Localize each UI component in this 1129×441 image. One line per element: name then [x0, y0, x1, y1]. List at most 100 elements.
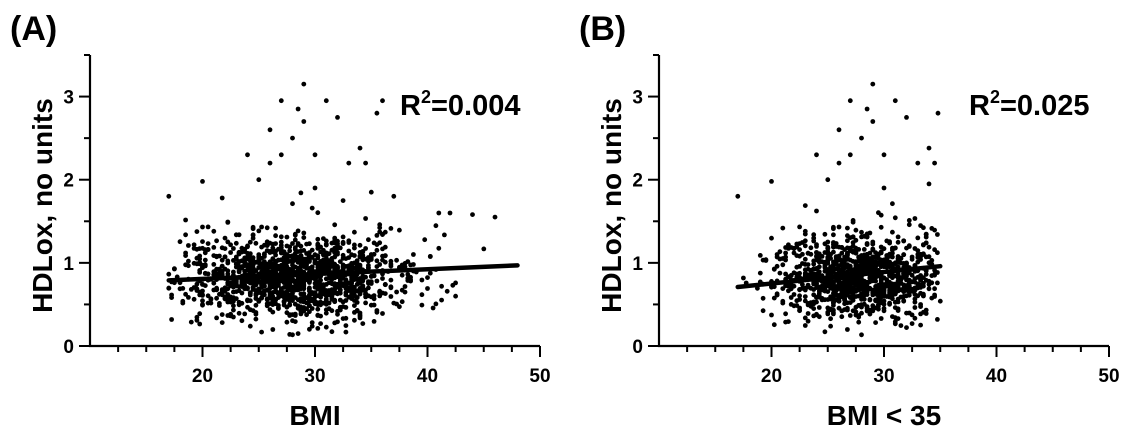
data-point: [354, 258, 360, 263]
data-point: [836, 224, 842, 230]
data-point: [481, 246, 487, 252]
data-point: [315, 306, 321, 312]
y-tick-label: 1: [63, 254, 74, 275]
data-point: [225, 268, 231, 274]
data-point: [295, 266, 301, 272]
data-point: [332, 222, 338, 228]
data-point: [861, 252, 867, 258]
data-point: [388, 285, 394, 291]
data-point: [287, 248, 293, 254]
data-point: [408, 262, 413, 268]
data-point: [845, 327, 850, 332]
data-point: [856, 319, 862, 325]
data-point: [202, 271, 208, 276]
data-point: [253, 316, 259, 322]
data-point: [898, 255, 904, 261]
data-point: [816, 264, 822, 270]
data-point: [340, 262, 346, 268]
data-point: [808, 268, 814, 273]
data-point: [831, 224, 836, 230]
data-point: [822, 263, 828, 269]
data-point: [906, 218, 912, 223]
data-point: [307, 278, 312, 283]
data-point: [326, 275, 332, 281]
y-tick-label: 0: [63, 337, 74, 358]
data-point: [850, 243, 856, 249]
data-point: [307, 241, 312, 247]
data-point: [371, 240, 377, 246]
data-point: [253, 240, 259, 246]
data-point: [278, 152, 284, 158]
scatter-points: [735, 81, 943, 338]
data-point: [926, 260, 932, 266]
data-point: [797, 224, 802, 230]
data-point: [842, 307, 847, 312]
data-point: [811, 261, 817, 267]
data-point: [380, 311, 385, 316]
data-point: [833, 288, 839, 293]
data-point: [915, 255, 921, 260]
data-point: [256, 177, 262, 183]
data-point: [876, 303, 881, 309]
data-point: [298, 190, 304, 196]
data-point: [895, 239, 901, 245]
data-point: [402, 284, 408, 289]
data-point: [845, 300, 850, 306]
data-point: [802, 323, 808, 328]
data-point: [222, 285, 228, 291]
data-point: [921, 242, 926, 248]
data-point: [191, 296, 197, 302]
data-point: [337, 307, 343, 313]
data-point: [918, 304, 923, 309]
data-point: [352, 317, 357, 323]
data-point: [828, 323, 833, 329]
data-point: [247, 290, 253, 296]
data-point: [301, 308, 307, 314]
data-point: [831, 310, 836, 315]
data-point: [292, 231, 298, 237]
data-point: [926, 181, 932, 187]
data-point: [876, 293, 881, 299]
data-point: [264, 243, 270, 249]
data-point: [188, 287, 194, 292]
data-point: [200, 298, 205, 304]
data-point: [757, 270, 763, 276]
data-point: [231, 269, 236, 275]
data-point: [214, 295, 220, 301]
data-point: [239, 245, 245, 251]
data-point: [368, 302, 374, 308]
data-point: [430, 305, 436, 311]
data-point: [219, 269, 225, 274]
data-point: [836, 278, 842, 283]
data-point: [802, 298, 808, 304]
data-point: [904, 245, 909, 251]
data-point: [222, 296, 228, 302]
data-point: [828, 306, 833, 312]
data-point: [388, 277, 394, 283]
data-point: [853, 227, 859, 233]
x-tick-label: 30: [873, 366, 894, 387]
data-point: [253, 292, 259, 298]
data-point: [236, 288, 242, 294]
regression-line: [166, 263, 520, 283]
data-point: [861, 292, 867, 298]
data-point: [923, 231, 929, 237]
data-point: [231, 298, 236, 304]
data-point: [236, 269, 242, 275]
data-point: [346, 238, 352, 244]
data-point: [932, 247, 937, 253]
data-point: [298, 248, 304, 254]
data-point: [284, 234, 290, 240]
data-point: [380, 257, 385, 263]
data-point: [831, 302, 836, 308]
data-point: [878, 257, 884, 263]
data-point: [267, 127, 273, 133]
data-point: [876, 210, 881, 216]
data-point: [892, 281, 898, 287]
data-point: [906, 292, 912, 298]
data-point: [219, 263, 225, 269]
data-point: [380, 290, 385, 296]
data-point: [307, 292, 312, 298]
data-point: [892, 321, 898, 327]
data-point: [901, 298, 907, 304]
